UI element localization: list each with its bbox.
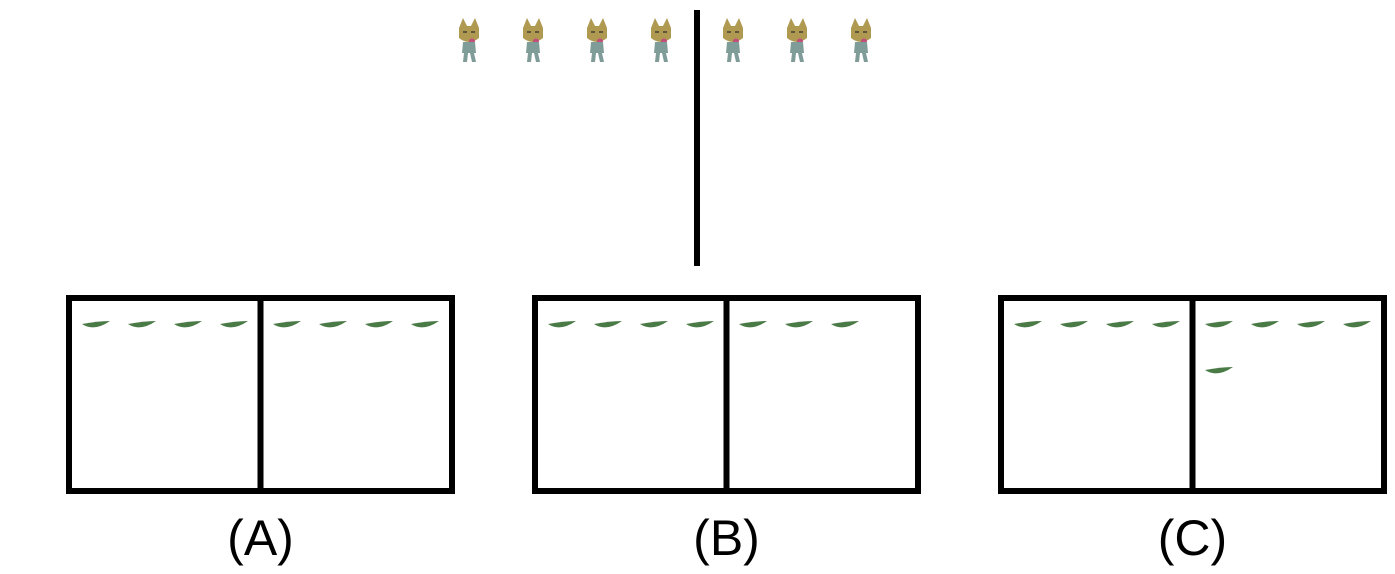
answer-option-b[interactable]: (B)	[532, 295, 921, 566]
cat-figure-icon	[723, 18, 743, 62]
cat-figure-icon	[787, 18, 807, 62]
leaf-icon	[739, 321, 767, 328]
leaf-icon	[411, 321, 439, 328]
leaf-icon	[1060, 321, 1088, 328]
leaf-icon	[128, 321, 156, 328]
leaf-icon	[640, 321, 668, 328]
cat-figure-icon	[523, 18, 543, 62]
leaf-icon	[1251, 321, 1279, 328]
answer-option-c[interactable]: (C)	[998, 295, 1387, 566]
leaf-icon	[365, 321, 393, 328]
leaf-icon	[273, 321, 301, 328]
cat-figure-icon	[459, 18, 479, 62]
leaf-icon	[594, 321, 622, 328]
leaf-icon	[785, 321, 813, 328]
option-label: (A)	[227, 510, 294, 566]
cat-figure-icon	[851, 18, 871, 62]
leaf-icon	[1205, 321, 1233, 328]
leaf-icon	[174, 321, 202, 328]
leaf-icon	[1106, 321, 1134, 328]
leaf-icon	[1152, 321, 1180, 328]
cat-figure-icon	[651, 18, 671, 62]
leaf-icon	[686, 321, 714, 328]
leaf-icon	[1297, 321, 1325, 328]
leaf-icon	[1014, 321, 1042, 328]
cat-figure-icon	[587, 18, 607, 62]
leaf-icon	[831, 321, 859, 328]
leaf-icon	[548, 321, 576, 328]
option-label: (C)	[1158, 510, 1227, 566]
option-label: (B)	[693, 510, 760, 566]
leaf-icon	[1343, 321, 1371, 328]
answer-option-a[interactable]: (A)	[66, 295, 455, 566]
leaf-icon	[82, 321, 110, 328]
leaf-icon	[1205, 367, 1233, 374]
leaf-icon	[319, 321, 347, 328]
leaf-icon	[220, 321, 248, 328]
answer-options: (A) (B) (C)	[66, 295, 1387, 566]
cat-row	[459, 18, 871, 62]
